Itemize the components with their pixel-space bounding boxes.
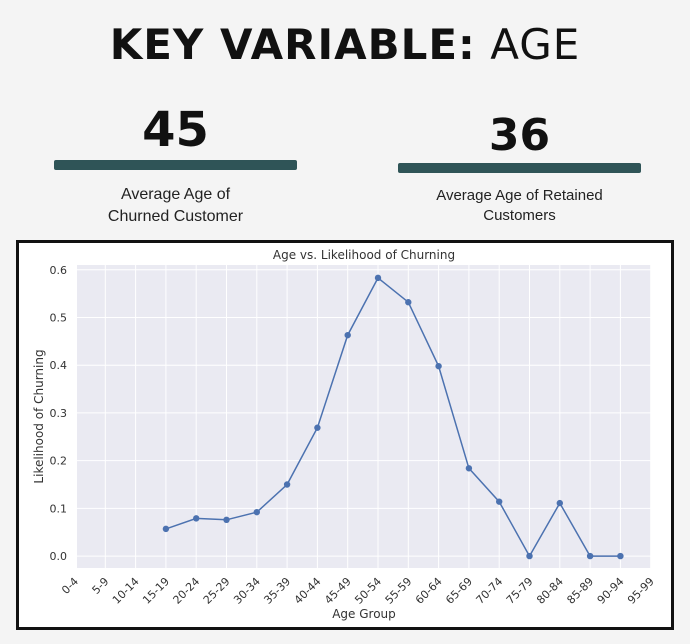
stat-churned-age: 45 Average Age of Churned Customer	[54, 106, 297, 227]
stat-label-line: Churned Customer	[107, 207, 244, 225]
stat-label: Average Age of Churned Customer	[54, 184, 297, 227]
x-tick-label: 75-79	[504, 575, 536, 607]
data-point	[223, 516, 230, 524]
page-title: KEY VARIABLE: AGE	[0, 20, 690, 69]
grid	[74, 265, 652, 568]
stat-label-line: Customers	[483, 207, 556, 225]
data-point	[465, 465, 473, 472]
data-point	[586, 552, 594, 560]
data-point	[162, 525, 170, 533]
x-tick-label: 65-69	[443, 575, 475, 607]
line-chart: 0.0 0.1 0.2 0.3 0.4 0.5 0.6 0-4 5-910-1415-1920-…	[32, 248, 657, 621]
x-tick-label: 20-24	[171, 575, 203, 607]
x-tick-label: 60-64	[413, 575, 445, 607]
chart-title: Age vs. Likelihood of Churning	[273, 248, 455, 262]
stat-value: 36	[488, 110, 551, 161]
x-tick-label: 25-29	[201, 575, 233, 607]
x-tick-label: 95-99	[625, 575, 657, 607]
x-tick-label: 55-59	[383, 575, 415, 607]
data-point	[314, 424, 321, 431]
series-line	[165, 276, 621, 558]
data-point	[344, 331, 351, 339]
data-point	[617, 552, 624, 560]
y-tick-label: 0.6	[50, 264, 68, 277]
stat-retained-age: 36 Average Age of Retained Customers	[398, 114, 641, 227]
data-point	[496, 498, 503, 505]
title-bold: KEY VARIABLE:	[109, 20, 476, 69]
data-point	[253, 508, 260, 516]
y-tick-label: 0.4	[50, 359, 68, 372]
data-point	[556, 499, 563, 507]
data-point	[435, 362, 442, 370]
stat-label: Average Age of Retained Customers	[398, 186, 641, 227]
y-tick-label: 0.5	[50, 311, 68, 324]
x-tick-label: 85-89	[564, 575, 596, 607]
stat-value: 45	[142, 102, 209, 158]
y-tick-label: 0.0	[50, 550, 68, 563]
x-tick-label: 90-94	[595, 575, 627, 607]
y-axis-label: Likelihood of Churning	[32, 349, 46, 483]
stat-underline	[398, 163, 641, 173]
data-points	[162, 274, 624, 560]
plot-area	[77, 265, 651, 568]
chart-frame: 0.0 0.1 0.2 0.3 0.4 0.5 0.6 0-4 5-9 10-14 15-19 20-…	[16, 240, 674, 630]
x-tick-label: 15-19	[140, 575, 172, 607]
data-point	[526, 552, 533, 560]
data-point	[405, 299, 412, 306]
x-tick-label: 0-4	[59, 575, 81, 597]
x-tick-label: 80-84	[534, 575, 566, 607]
x-tick-label: 45-49	[322, 575, 354, 607]
stat-label-line: Average Age of	[120, 186, 231, 203]
y-tick-label: 0.3	[50, 407, 68, 420]
title-light: AGE	[490, 20, 581, 69]
x-tick-label: 70-74	[474, 575, 506, 607]
data-point	[193, 515, 200, 522]
x-tick-label: 50-54	[352, 575, 384, 607]
data-point	[283, 481, 291, 488]
data-point	[374, 274, 382, 282]
x-tick-label: 40-44	[292, 575, 324, 607]
x-tick-label: 30-34	[231, 575, 263, 607]
stat-label-line: Average Age of Retained	[436, 187, 603, 204]
x-axis-label: Age Group	[332, 607, 396, 621]
x-tick-label: 5-9	[90, 575, 112, 597]
y-tick-label: 0.2	[50, 455, 68, 468]
x-tick-label: 35-39	[261, 575, 293, 607]
x-tick-label: 10-14	[110, 575, 142, 607]
stat-underline	[54, 160, 297, 170]
y-tick-label: 0.1	[50, 502, 68, 515]
